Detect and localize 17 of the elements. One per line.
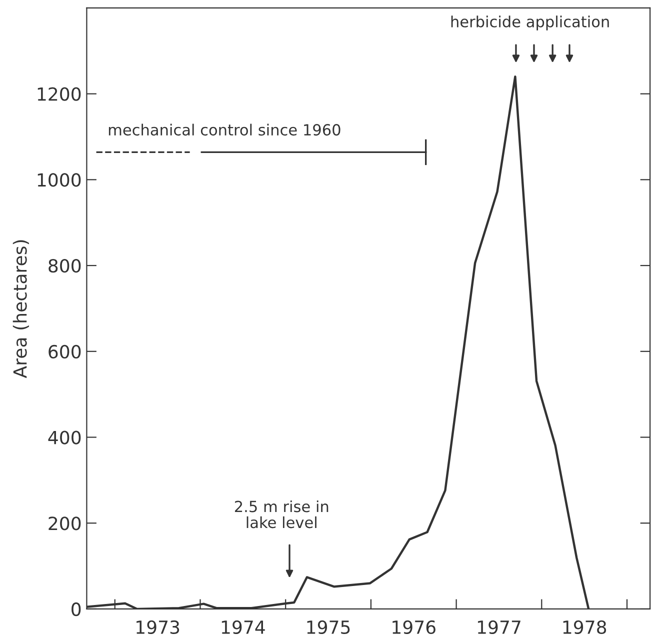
- y-tick-label: 800: [48, 258, 81, 273]
- x-tick-label: 1978: [563, 620, 606, 634]
- y-tick-label: 600: [48, 344, 81, 359]
- x-tick-label: 1976: [392, 620, 436, 634]
- y-tick-label: 0: [72, 602, 81, 616]
- y-tick-label: 1200: [38, 87, 81, 101]
- y-tick-label: 1000: [38, 173, 81, 187]
- x-tick-label: 1973: [136, 620, 180, 634]
- x-tick-label: 1977: [478, 620, 520, 634]
- y-tick-label: 400: [48, 430, 81, 444]
- y-axis-title: Area (hectares): [12, 240, 29, 378]
- x-tick-label: 1974: [222, 620, 265, 634]
- annotation: mechanical control since 1960: [108, 124, 340, 136]
- x-tick-label: 1975: [307, 620, 350, 634]
- y-tick-label: 200: [48, 516, 81, 530]
- annotation: herbicide application: [451, 16, 609, 30]
- annotation: 2.5 m rise in lake level: [234, 500, 328, 528]
